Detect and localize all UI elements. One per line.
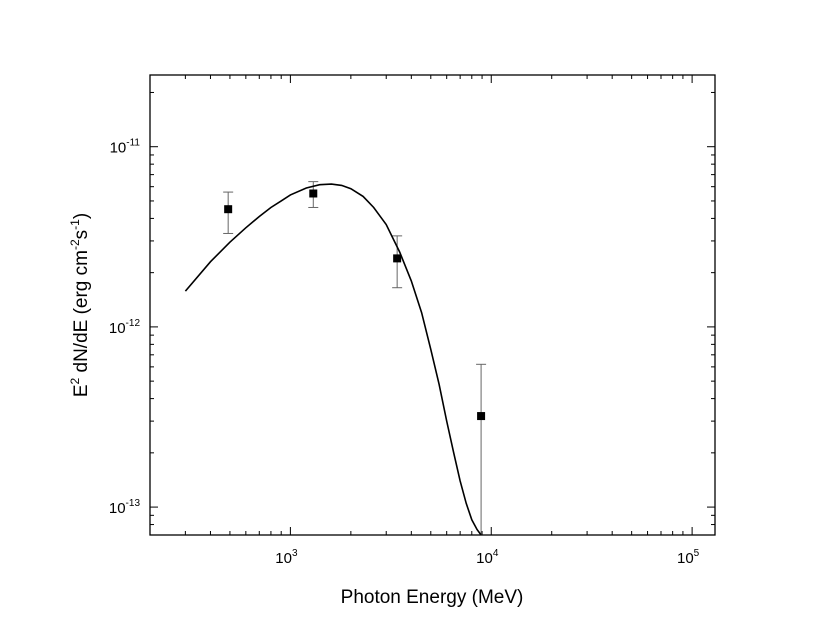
plot-frame — [149, 74, 716, 536]
data-points — [224, 189, 486, 421]
y-axis-title: E2 dN/dE (erg cm-2s-1) — [68, 213, 92, 397]
x-tick-label: 105 — [677, 548, 700, 567]
y-tick-label: 10-11 — [110, 138, 141, 157]
y-tick-labels: 10-13 10-12 10-11 — [109, 138, 141, 517]
x-tick-label: 104 — [476, 548, 499, 567]
axis-ticks — [149, 75, 715, 536]
y-tick-label: 10-13 — [109, 498, 141, 517]
x-axis-title: Photon Energy (MeV) — [341, 587, 524, 608]
x-tick-label: 103 — [275, 548, 298, 567]
y-tick-label: 10-12 — [109, 318, 141, 337]
data-point — [224, 205, 233, 214]
x-tick-labels: 103 104 105 — [275, 548, 699, 567]
error-bars — [223, 181, 487, 535]
data-point — [477, 412, 486, 421]
data-point — [309, 189, 318, 198]
data-point — [393, 254, 402, 263]
model-curve — [184, 183, 482, 536]
